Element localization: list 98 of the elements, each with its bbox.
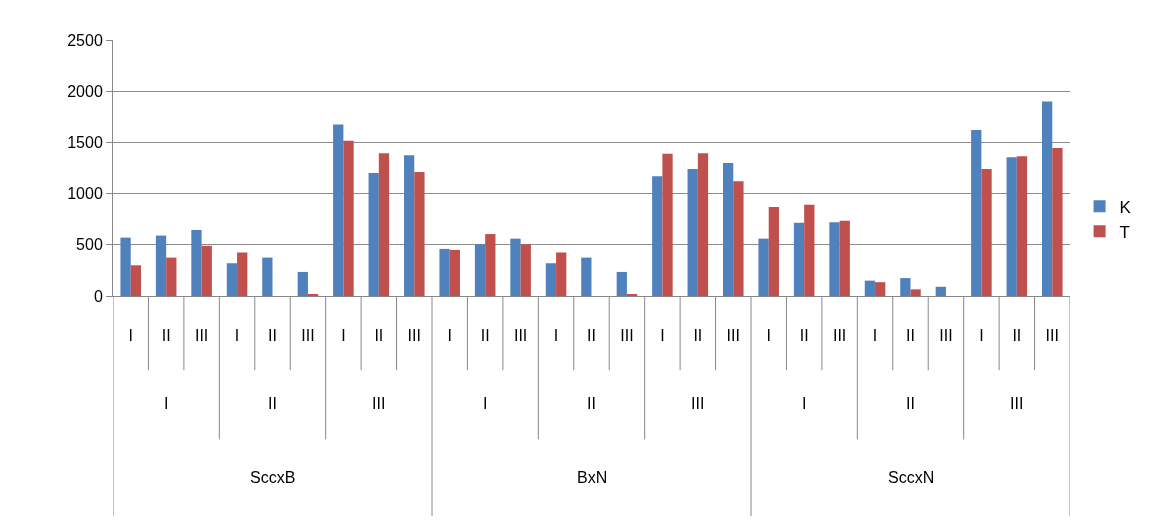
text: I (164, 395, 169, 412)
bar (262, 257, 273, 296)
bar (1052, 148, 1063, 296)
x-tick-label: I (872, 327, 878, 345)
x-tick-label: I (979, 327, 984, 345)
x-tick-label: II (799, 327, 809, 345)
bar (1042, 101, 1053, 296)
x-tick-label: I (128, 327, 133, 345)
x-tick-label: II (374, 327, 384, 345)
text: SccxB (250, 469, 296, 486)
x-tick-label: III (939, 327, 953, 345)
text: II (268, 395, 277, 412)
bar (474, 244, 486, 296)
bar (545, 263, 557, 296)
bar (758, 238, 769, 296)
text: I (483, 395, 488, 412)
bar (900, 278, 911, 296)
y-tick-label: 0 (93, 287, 103, 305)
x-tick-label: II (161, 327, 171, 345)
bar (307, 293, 319, 296)
bar (981, 169, 992, 296)
text: II (906, 395, 915, 412)
x-tick-label: II (480, 327, 490, 345)
bar (155, 235, 167, 296)
bar (1016, 156, 1028, 296)
bar (378, 153, 390, 296)
bar (368, 173, 379, 296)
y-tick-label: 500 (76, 236, 103, 254)
x-tick-label: I (234, 327, 240, 345)
bar (333, 124, 344, 296)
bar (652, 176, 663, 296)
bar (581, 257, 592, 296)
x-tick-label: III (194, 327, 209, 345)
bar (662, 153, 673, 296)
bar (1006, 157, 1017, 296)
y-tick-label: 1500 (67, 134, 103, 151)
bar (768, 206, 779, 296)
bar (626, 293, 638, 296)
text: III (1010, 395, 1024, 412)
bar (723, 162, 734, 296)
bar (935, 286, 946, 296)
text: II (587, 395, 596, 412)
text: SccxN (888, 469, 935, 486)
bar (449, 249, 460, 296)
bar (804, 204, 815, 296)
x-tick-label: II (1012, 327, 1022, 345)
text: BxN (577, 469, 608, 486)
bar (971, 130, 982, 296)
bar (697, 153, 709, 296)
text: III (691, 395, 705, 412)
x-tick-label: I (660, 327, 665, 345)
x-tick-label: II (268, 327, 277, 345)
x-tick-label: III (832, 327, 847, 345)
bar (733, 181, 744, 296)
x-tick-label: III (1045, 327, 1059, 345)
bar (556, 252, 567, 296)
bar (829, 222, 840, 296)
x-tick-label: II (906, 327, 915, 345)
bar (485, 234, 496, 296)
bar (414, 172, 425, 296)
bar (793, 222, 805, 296)
bar (439, 248, 450, 296)
x-tick-label: III (407, 327, 421, 345)
x-tick-label: II (693, 327, 703, 345)
bar (120, 237, 131, 296)
text: III (372, 395, 386, 412)
text: I (802, 395, 807, 412)
bar (166, 257, 177, 296)
bar (875, 282, 886, 296)
x-tick-label: III (513, 327, 528, 345)
bar (510, 238, 521, 296)
bar (343, 140, 354, 296)
legend-label: K (1119, 197, 1132, 217)
x-tick-label: I (766, 327, 771, 345)
bar (616, 271, 627, 296)
bar (687, 169, 698, 296)
bar (864, 280, 876, 296)
x-tick-label: I (447, 327, 452, 345)
y-tick-label: 1000 (67, 185, 103, 203)
bar (130, 265, 141, 296)
bar (910, 289, 921, 296)
bar (520, 244, 531, 296)
x-tick-label: I (553, 327, 559, 345)
bar (404, 155, 415, 296)
x-tick-label: III (726, 327, 740, 345)
y-tick-label: 2000 (67, 82, 103, 100)
x-tick-label: II (587, 327, 596, 345)
bar (201, 245, 212, 296)
x-tick-label: III (620, 327, 634, 345)
x-tick-label: III (301, 327, 315, 345)
bar (237, 252, 248, 296)
bar (226, 263, 238, 296)
legend-label: T (1119, 222, 1130, 242)
bar (839, 220, 850, 296)
bar (297, 271, 308, 296)
y-tick-label: 2500 (67, 31, 103, 49)
bar (191, 229, 202, 296)
x-tick-label: I (341, 327, 346, 345)
